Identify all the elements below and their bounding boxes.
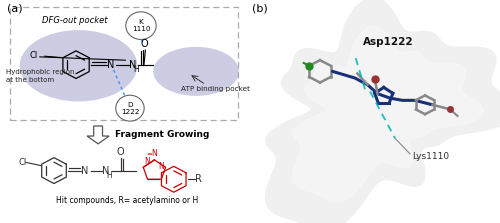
Text: (a): (a)	[8, 3, 23, 13]
Text: DFG-out pocket: DFG-out pocket	[42, 16, 107, 25]
Circle shape	[116, 95, 144, 121]
Text: D
1222: D 1222	[120, 102, 139, 115]
Text: Fragment Growing: Fragment Growing	[115, 130, 210, 139]
Text: N: N	[144, 157, 150, 165]
Text: Cl: Cl	[18, 158, 26, 167]
Text: ATP binding pocket: ATP binding pocket	[181, 86, 250, 92]
Text: Asp1222: Asp1222	[362, 37, 413, 47]
Text: O: O	[140, 39, 147, 49]
Text: Hit compounds, R= acetylamino or H: Hit compounds, R= acetylamino or H	[56, 196, 199, 205]
Text: (b): (b)	[252, 3, 268, 13]
Text: Cl: Cl	[30, 51, 38, 60]
Circle shape	[126, 12, 156, 39]
Bar	[10, 7, 238, 120]
Text: N: N	[102, 166, 110, 176]
Text: O: O	[117, 147, 124, 157]
Text: H: H	[106, 171, 112, 180]
Text: Hydrophobic region
at the bottom: Hydrophobic region at the bottom	[6, 69, 74, 83]
Text: N: N	[82, 166, 89, 176]
Ellipse shape	[20, 30, 138, 101]
Text: Lys1110: Lys1110	[412, 152, 450, 161]
Polygon shape	[266, 0, 500, 223]
Text: R: R	[196, 174, 202, 184]
Polygon shape	[87, 126, 109, 144]
Text: N: N	[152, 149, 158, 158]
Polygon shape	[293, 27, 484, 202]
Text: =: =	[146, 151, 152, 157]
Text: N: N	[128, 60, 136, 70]
Ellipse shape	[153, 47, 239, 96]
Text: N: N	[158, 162, 164, 171]
Text: N: N	[108, 60, 115, 70]
Text: H: H	[133, 65, 138, 74]
Text: K
1110: K 1110	[132, 19, 150, 32]
